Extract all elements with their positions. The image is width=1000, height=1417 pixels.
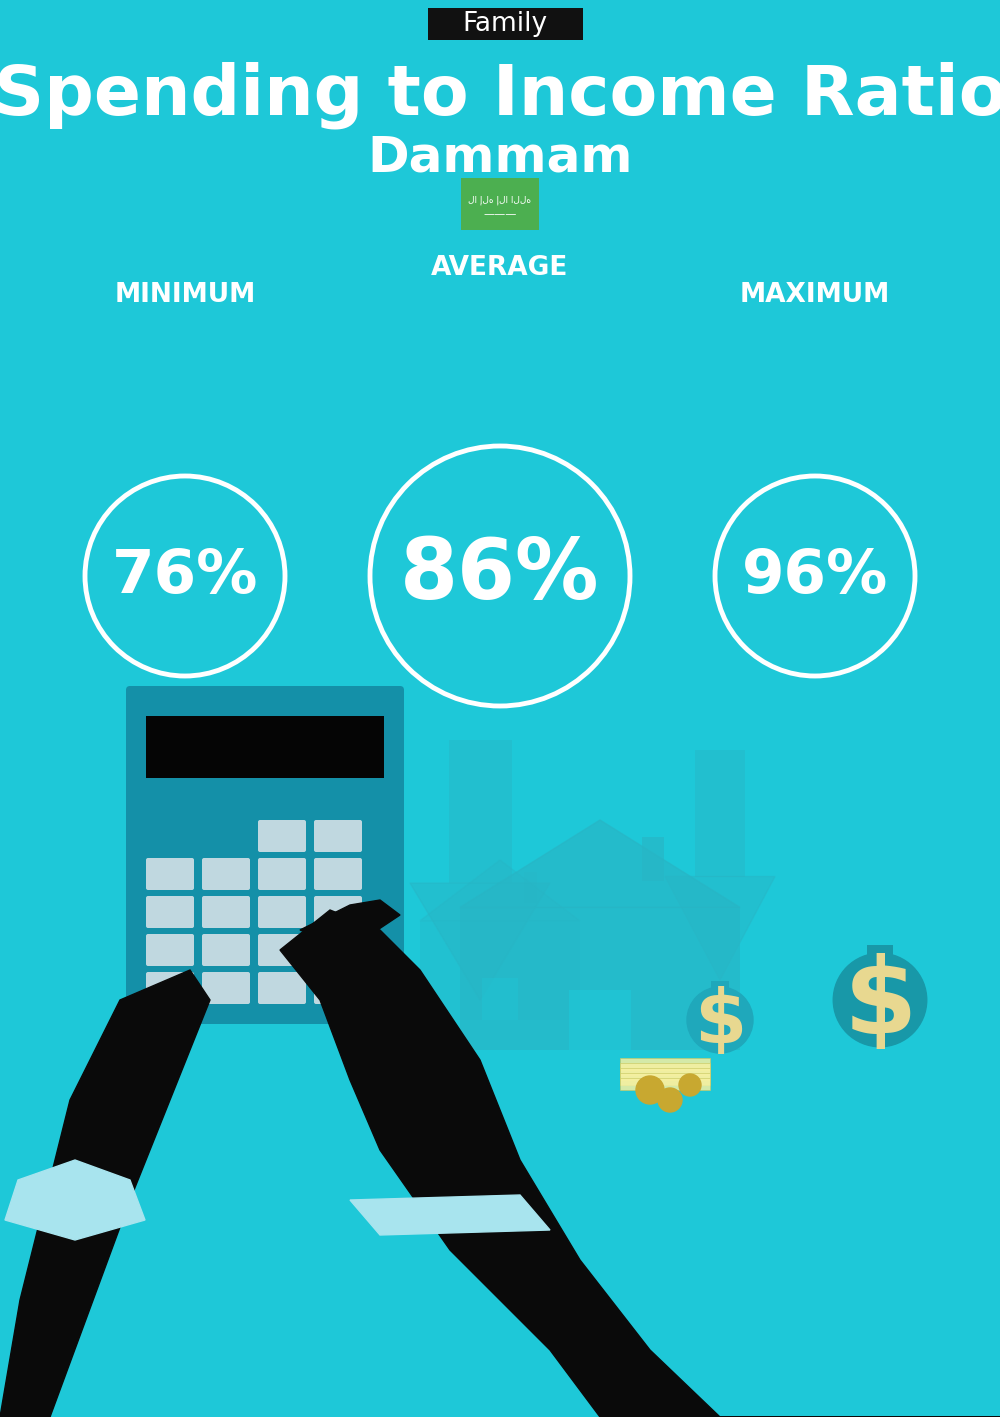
- Polygon shape: [5, 1161, 145, 1240]
- FancyBboxPatch shape: [482, 978, 518, 1020]
- FancyBboxPatch shape: [420, 921, 580, 1020]
- Text: $: $: [694, 986, 746, 1060]
- FancyBboxPatch shape: [620, 1068, 710, 1080]
- FancyBboxPatch shape: [867, 945, 893, 966]
- FancyBboxPatch shape: [620, 1058, 710, 1070]
- Text: 76%: 76%: [112, 547, 258, 605]
- Polygon shape: [460, 820, 740, 907]
- Polygon shape: [280, 910, 1000, 1417]
- FancyBboxPatch shape: [146, 859, 194, 890]
- FancyBboxPatch shape: [202, 859, 250, 890]
- Text: ———: ———: [483, 210, 517, 220]
- FancyBboxPatch shape: [620, 1063, 710, 1076]
- FancyBboxPatch shape: [460, 907, 740, 1050]
- Circle shape: [833, 954, 927, 1047]
- Polygon shape: [0, 971, 210, 1417]
- Circle shape: [636, 1076, 664, 1104]
- Circle shape: [687, 988, 753, 1053]
- FancyBboxPatch shape: [258, 820, 306, 852]
- Polygon shape: [300, 900, 400, 945]
- FancyBboxPatch shape: [202, 934, 250, 966]
- FancyBboxPatch shape: [428, 9, 582, 40]
- FancyBboxPatch shape: [258, 896, 306, 928]
- Text: MAXIMUM: MAXIMUM: [740, 282, 890, 307]
- FancyBboxPatch shape: [146, 896, 194, 928]
- Polygon shape: [410, 883, 550, 1000]
- Text: Spending to Income Ratio: Spending to Income Ratio: [0, 61, 1000, 129]
- Text: لا إله إلا الله: لا إله إلا الله: [468, 196, 532, 204]
- FancyBboxPatch shape: [314, 859, 362, 890]
- Polygon shape: [420, 860, 580, 921]
- FancyBboxPatch shape: [448, 740, 512, 883]
- FancyBboxPatch shape: [202, 972, 250, 1005]
- Circle shape: [658, 1088, 682, 1112]
- FancyBboxPatch shape: [695, 750, 745, 877]
- Text: 96%: 96%: [742, 547, 888, 605]
- Polygon shape: [665, 877, 775, 981]
- FancyBboxPatch shape: [314, 972, 362, 1005]
- FancyBboxPatch shape: [711, 981, 729, 996]
- FancyBboxPatch shape: [126, 686, 404, 1024]
- FancyBboxPatch shape: [314, 820, 362, 852]
- FancyBboxPatch shape: [202, 896, 250, 928]
- Text: Dammam: Dammam: [367, 135, 633, 181]
- FancyBboxPatch shape: [524, 871, 537, 903]
- FancyBboxPatch shape: [620, 1073, 710, 1085]
- FancyBboxPatch shape: [461, 179, 539, 230]
- FancyBboxPatch shape: [146, 716, 384, 778]
- Text: AVERAGE: AVERAGE: [431, 255, 569, 281]
- FancyBboxPatch shape: [258, 859, 306, 890]
- Text: 86%: 86%: [400, 536, 600, 616]
- FancyBboxPatch shape: [314, 896, 362, 928]
- FancyBboxPatch shape: [569, 990, 631, 1050]
- Text: $: $: [843, 954, 917, 1056]
- FancyBboxPatch shape: [258, 934, 306, 966]
- FancyBboxPatch shape: [314, 934, 362, 966]
- Text: Family: Family: [462, 11, 548, 37]
- Text: MINIMUM: MINIMUM: [114, 282, 256, 307]
- FancyBboxPatch shape: [146, 972, 194, 1005]
- FancyBboxPatch shape: [642, 837, 664, 881]
- Polygon shape: [350, 1195, 550, 1236]
- FancyBboxPatch shape: [146, 934, 194, 966]
- FancyBboxPatch shape: [620, 1078, 710, 1090]
- Circle shape: [679, 1074, 701, 1095]
- FancyBboxPatch shape: [258, 972, 306, 1005]
